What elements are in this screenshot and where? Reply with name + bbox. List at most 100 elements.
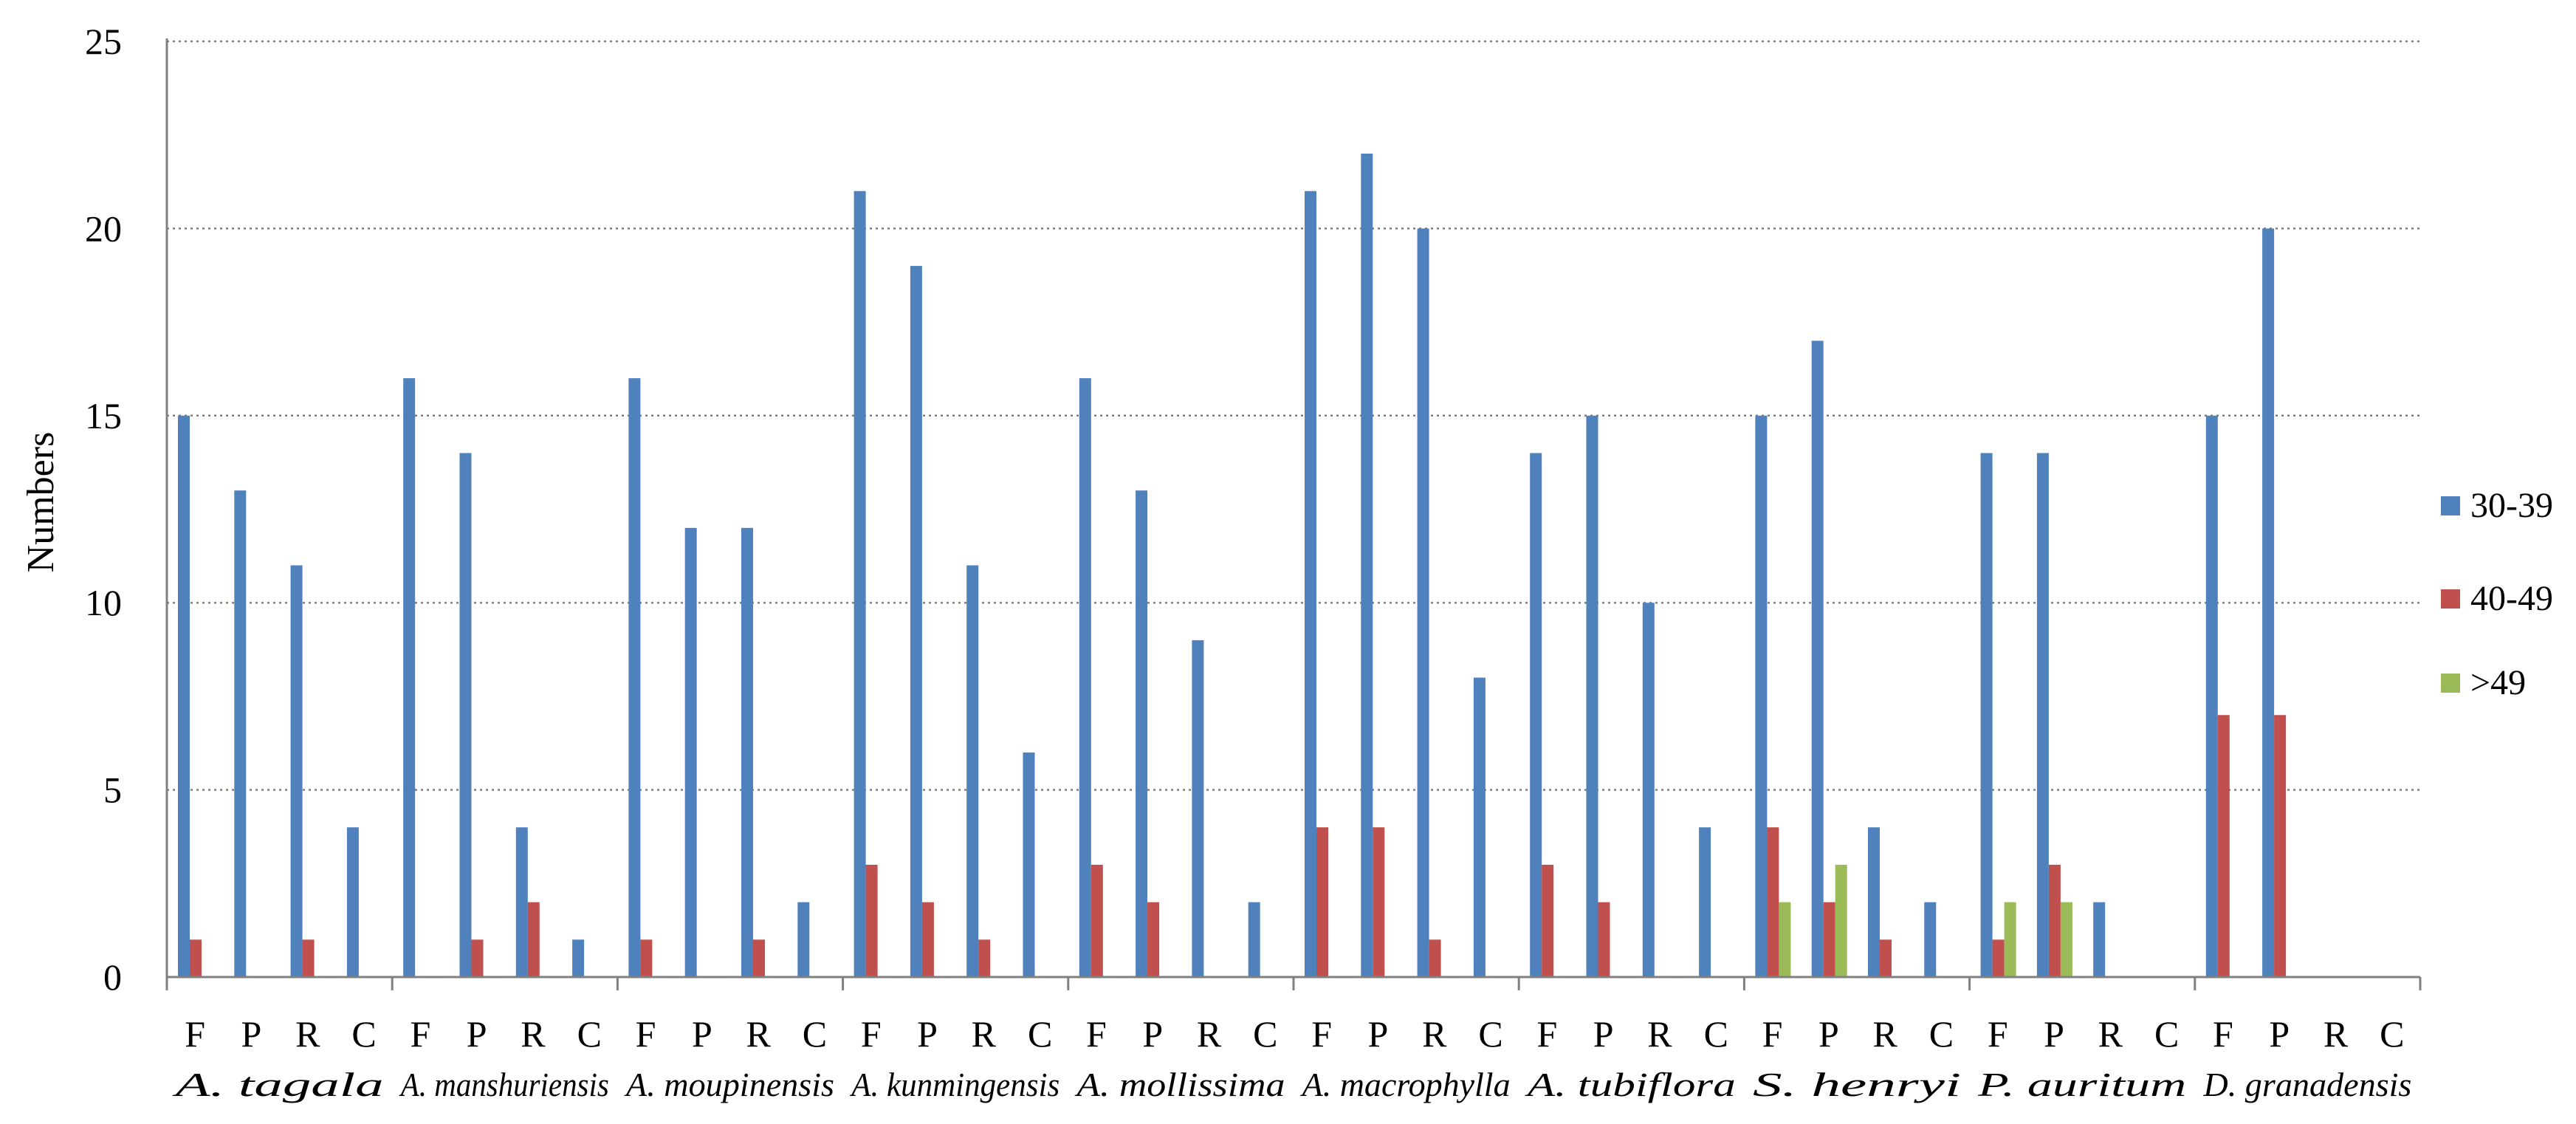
x-group-label: P. auritum bbox=[1977, 1066, 2186, 1103]
bar-30-39-29 bbox=[1811, 340, 1824, 977]
bar-30-39-31 bbox=[1924, 902, 1937, 977]
bar-40-49-22 bbox=[1429, 939, 1441, 977]
x-category-label: R bbox=[972, 1013, 997, 1055]
legend-swatch-30-39 bbox=[2441, 496, 2460, 515]
x-category-label: C bbox=[1929, 1013, 1954, 1055]
x-group-label: A. manshuriensis bbox=[399, 1066, 609, 1103]
legend: 30-39 40-49 >49 bbox=[2441, 486, 2553, 702]
x-category-label: C bbox=[1253, 1013, 1277, 1055]
bar->49-32 bbox=[2004, 902, 2016, 977]
y-tick-label: 10 bbox=[85, 582, 122, 623]
bar-40-49-8 bbox=[640, 939, 653, 977]
x-category-label: R bbox=[2098, 1013, 2123, 1055]
legend-label: >49 bbox=[2470, 663, 2526, 702]
bar-40-49-28 bbox=[1767, 827, 1779, 977]
x-category-label: R bbox=[295, 1013, 320, 1055]
bar-40-49-10 bbox=[753, 939, 765, 977]
bar-30-39-10 bbox=[741, 527, 753, 977]
y-axis-ticks: 0 5 10 15 20 25 bbox=[85, 21, 122, 998]
bar-30-39-12 bbox=[853, 191, 866, 978]
bar-40-49-36 bbox=[2217, 715, 2230, 977]
x-category-label: F bbox=[1311, 1013, 1332, 1055]
bar-30-39-16 bbox=[1079, 378, 1091, 977]
bar-40-49-20 bbox=[1316, 827, 1328, 977]
bar-30-39-18 bbox=[1192, 640, 1204, 977]
x-category-label: C bbox=[351, 1013, 376, 1055]
x-category-label: R bbox=[1647, 1013, 1672, 1055]
bar-30-39-5 bbox=[459, 453, 472, 977]
bar-30-39-27 bbox=[1699, 827, 1711, 977]
bar-30-39-6 bbox=[515, 827, 528, 977]
x-axis-groups: A. tagala A. manshuriensis A. moupinensis A… bbox=[172, 1066, 2412, 1103]
x-category-label: C bbox=[2154, 1013, 2179, 1055]
x-group-label: A. mollissima bbox=[1074, 1066, 1285, 1103]
bar-30-39-8 bbox=[628, 378, 641, 977]
y-tick-label: 15 bbox=[85, 395, 122, 436]
bar->49-28 bbox=[1779, 902, 1791, 977]
bar-30-39-22 bbox=[1417, 228, 1429, 977]
x-group-label: D. granadensis bbox=[2202, 1066, 2411, 1103]
bar-marks bbox=[178, 154, 2287, 978]
bar-30-39-20 bbox=[1305, 191, 1316, 978]
bar-40-49-5 bbox=[471, 939, 484, 977]
bar-30-39-30 bbox=[1868, 827, 1880, 977]
legend-swatch-40-49 bbox=[2441, 589, 2460, 609]
legend-swatch->49 bbox=[2441, 674, 2460, 693]
bar-40-49-0 bbox=[190, 939, 202, 977]
x-category-label: R bbox=[1197, 1013, 1222, 1055]
gridlines bbox=[167, 40, 2420, 791]
y-tick-label: 5 bbox=[103, 770, 122, 811]
bar-40-49-12 bbox=[865, 864, 878, 977]
bar-30-39-13 bbox=[910, 266, 922, 978]
bar-30-39-25 bbox=[1586, 415, 1598, 977]
bar-30-39-34 bbox=[2093, 902, 2106, 977]
x-group-label: A. moupinensis bbox=[624, 1066, 834, 1103]
bar-40-49-17 bbox=[1147, 902, 1160, 977]
x-category-label: C bbox=[2380, 1013, 2404, 1055]
x-group-label: A. kunmingensis bbox=[849, 1066, 1059, 1103]
x-category-label: P bbox=[1142, 1013, 1163, 1055]
bar-30-39-7 bbox=[572, 939, 585, 977]
x-category-label: C bbox=[577, 1013, 602, 1055]
x-category-label: P bbox=[467, 1013, 487, 1055]
bar-30-39-17 bbox=[1136, 490, 1148, 977]
x-category-label: P bbox=[917, 1013, 938, 1055]
bar-40-49-37 bbox=[2274, 715, 2287, 977]
x-category-label: C bbox=[1028, 1013, 1052, 1055]
x-category-label: R bbox=[2323, 1013, 2349, 1055]
x-category-label: F bbox=[2213, 1013, 2233, 1055]
x-category-label: P bbox=[1818, 1013, 1839, 1055]
bar-30-39-2 bbox=[290, 565, 303, 977]
x-category-label: P bbox=[2044, 1013, 2064, 1055]
bar-30-39-3 bbox=[346, 827, 359, 977]
x-category-label: C bbox=[803, 1013, 827, 1055]
x-group-label: S. henryi bbox=[1753, 1066, 1961, 1103]
x-category-label: P bbox=[692, 1013, 712, 1055]
legend-label: 30-39 bbox=[2470, 486, 2553, 525]
x-category-label: F bbox=[1762, 1013, 1783, 1055]
bar-40-49-33 bbox=[2048, 864, 2061, 977]
x-category-label: F bbox=[185, 1013, 205, 1055]
y-tick-label: 25 bbox=[85, 21, 122, 62]
axes bbox=[165, 38, 2422, 990]
y-tick-label: 0 bbox=[103, 956, 122, 998]
x-category-label: R bbox=[1872, 1013, 1897, 1055]
bar-40-49-2 bbox=[302, 939, 315, 977]
x-group-label: A. tagala bbox=[172, 1066, 384, 1103]
legend-label: 40-49 bbox=[2470, 579, 2553, 618]
bar-40-49-6 bbox=[527, 902, 540, 977]
x-category-label: F bbox=[636, 1013, 656, 1055]
y-tick-label: 20 bbox=[85, 208, 122, 249]
bar-40-49-21 bbox=[1373, 827, 1385, 977]
bar-30-39-28 bbox=[1755, 415, 1768, 977]
bar-30-39-9 bbox=[684, 527, 697, 977]
bar-30-39-26 bbox=[1642, 603, 1655, 977]
x-category-label: R bbox=[521, 1013, 546, 1055]
bar-40-49-13 bbox=[921, 902, 934, 977]
x-category-label: F bbox=[861, 1013, 882, 1055]
x-category-label: R bbox=[1422, 1013, 1447, 1055]
x-category-label: P bbox=[1368, 1013, 1389, 1055]
bar-30-39-24 bbox=[1530, 453, 1542, 977]
